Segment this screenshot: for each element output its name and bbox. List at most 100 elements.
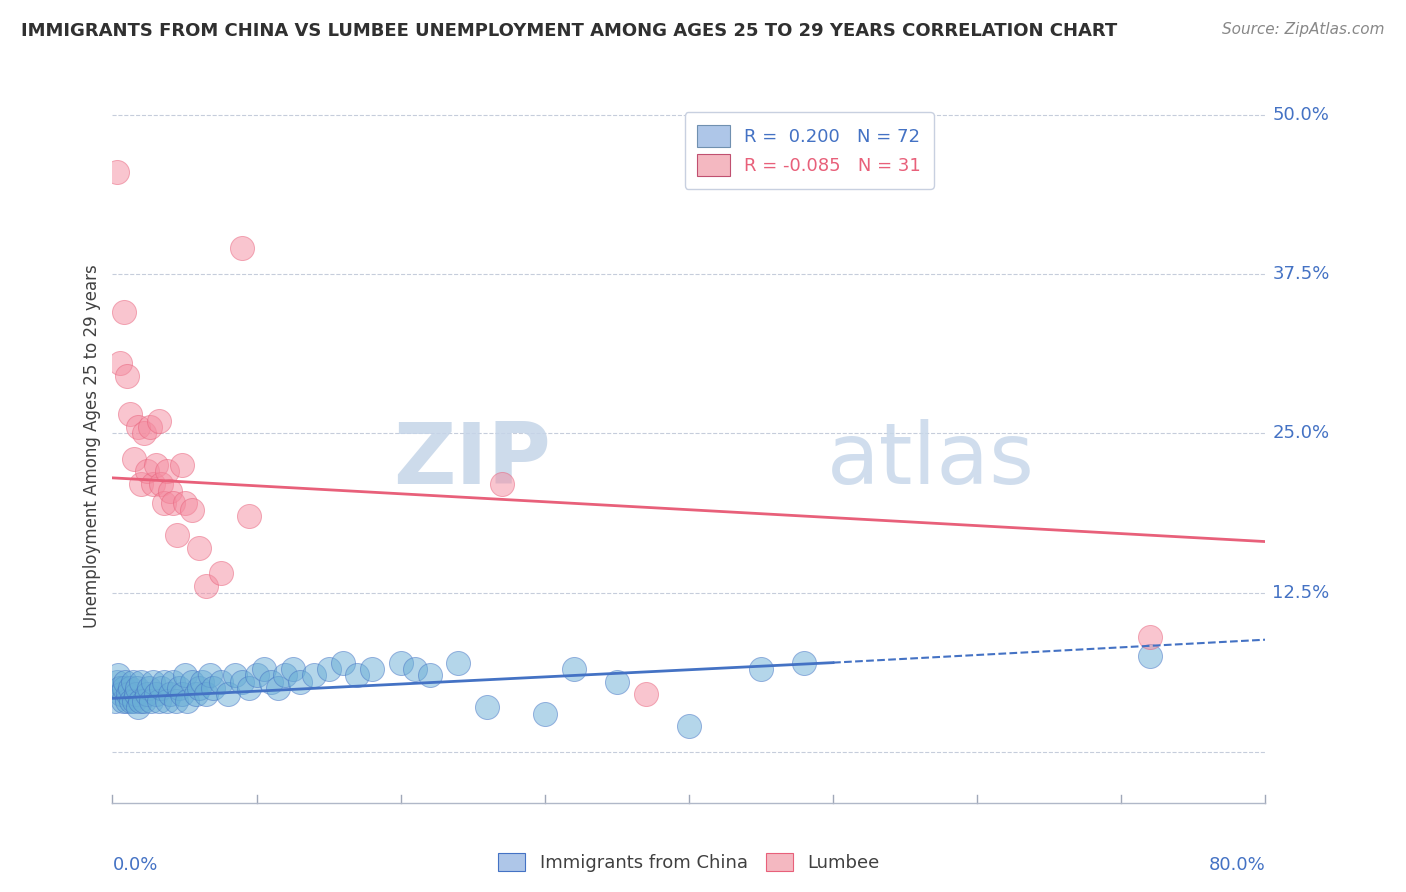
Text: IMMIGRANTS FROM CHINA VS LUMBEE UNEMPLOYMENT AMONG AGES 25 TO 29 YEARS CORRELATI: IMMIGRANTS FROM CHINA VS LUMBEE UNEMPLOY… xyxy=(21,22,1118,40)
Point xyxy=(145,458,167,472)
Point xyxy=(127,420,149,434)
Point xyxy=(141,694,163,708)
Point xyxy=(404,662,426,676)
Point xyxy=(238,509,260,524)
Point xyxy=(360,662,382,676)
Point xyxy=(107,668,129,682)
Point xyxy=(139,420,162,434)
Point xyxy=(267,681,290,695)
Point xyxy=(120,694,142,708)
Text: 37.5%: 37.5% xyxy=(1272,265,1330,283)
Point xyxy=(173,496,195,510)
Point xyxy=(153,496,176,510)
Point xyxy=(108,681,131,695)
Point xyxy=(217,688,239,702)
Point xyxy=(122,694,145,708)
Point xyxy=(195,579,218,593)
Point xyxy=(118,407,141,421)
Point xyxy=(134,426,156,441)
Point xyxy=(191,674,214,689)
Text: 12.5%: 12.5% xyxy=(1272,583,1330,601)
Point xyxy=(114,674,136,689)
Point xyxy=(145,688,167,702)
Point xyxy=(125,681,148,695)
Text: 80.0%: 80.0% xyxy=(1209,856,1265,874)
Point xyxy=(606,674,628,689)
Text: 0.0%: 0.0% xyxy=(112,856,157,874)
Y-axis label: Unemployment Among Ages 25 to 29 years: Unemployment Among Ages 25 to 29 years xyxy=(83,264,101,628)
Point xyxy=(138,681,160,695)
Point xyxy=(128,694,150,708)
Point xyxy=(115,368,138,383)
Point xyxy=(127,700,149,714)
Point xyxy=(156,694,179,708)
Point xyxy=(678,719,700,733)
Point xyxy=(562,662,585,676)
Point xyxy=(180,674,202,689)
Point xyxy=(200,668,222,682)
Point xyxy=(108,356,131,370)
Point xyxy=(112,305,135,319)
Point xyxy=(209,566,232,581)
Legend: R =  0.200   N = 72, R = -0.085   N = 31: R = 0.200 N = 72, R = -0.085 N = 31 xyxy=(685,112,934,189)
Point xyxy=(188,541,211,555)
Point xyxy=(346,668,368,682)
Point xyxy=(150,681,173,695)
Point xyxy=(142,477,165,491)
Point xyxy=(318,662,340,676)
Point xyxy=(288,674,311,689)
Point xyxy=(142,674,165,689)
Point xyxy=(176,694,198,708)
Point xyxy=(173,668,195,682)
Point xyxy=(793,656,815,670)
Point xyxy=(167,681,190,695)
Point xyxy=(136,688,159,702)
Text: atlas: atlas xyxy=(827,418,1035,502)
Point xyxy=(209,674,232,689)
Point xyxy=(148,413,170,427)
Point xyxy=(389,656,412,670)
Point xyxy=(129,674,153,689)
Point xyxy=(224,668,246,682)
Point xyxy=(1139,649,1161,664)
Point xyxy=(166,528,188,542)
Point xyxy=(148,694,170,708)
Point xyxy=(195,688,218,702)
Point xyxy=(118,681,141,695)
Point xyxy=(134,694,156,708)
Text: 25.0%: 25.0% xyxy=(1272,425,1330,442)
Point xyxy=(117,688,139,702)
Point xyxy=(231,242,253,256)
Text: Source: ZipAtlas.com: Source: ZipAtlas.com xyxy=(1222,22,1385,37)
Point xyxy=(150,477,173,491)
Point xyxy=(475,700,498,714)
Point xyxy=(184,688,207,702)
Point xyxy=(122,451,145,466)
Point xyxy=(112,681,135,695)
Point xyxy=(491,477,513,491)
Point xyxy=(156,465,179,479)
Point xyxy=(129,477,153,491)
Point xyxy=(105,674,128,689)
Point xyxy=(274,668,297,682)
Point xyxy=(202,681,225,695)
Point xyxy=(170,458,193,472)
Point xyxy=(162,496,184,510)
Point xyxy=(153,674,176,689)
Point xyxy=(124,688,146,702)
Point xyxy=(238,681,260,695)
Point xyxy=(165,694,187,708)
Point xyxy=(188,681,211,695)
Point xyxy=(104,694,127,708)
Point xyxy=(115,694,138,708)
Point xyxy=(162,674,184,689)
Point xyxy=(749,662,772,676)
Point xyxy=(180,502,202,516)
Text: ZIP: ZIP xyxy=(392,418,551,502)
Point xyxy=(159,483,181,498)
Point xyxy=(170,688,193,702)
Point xyxy=(253,662,276,676)
Point xyxy=(332,656,354,670)
Point xyxy=(105,165,128,179)
Point xyxy=(110,688,132,702)
